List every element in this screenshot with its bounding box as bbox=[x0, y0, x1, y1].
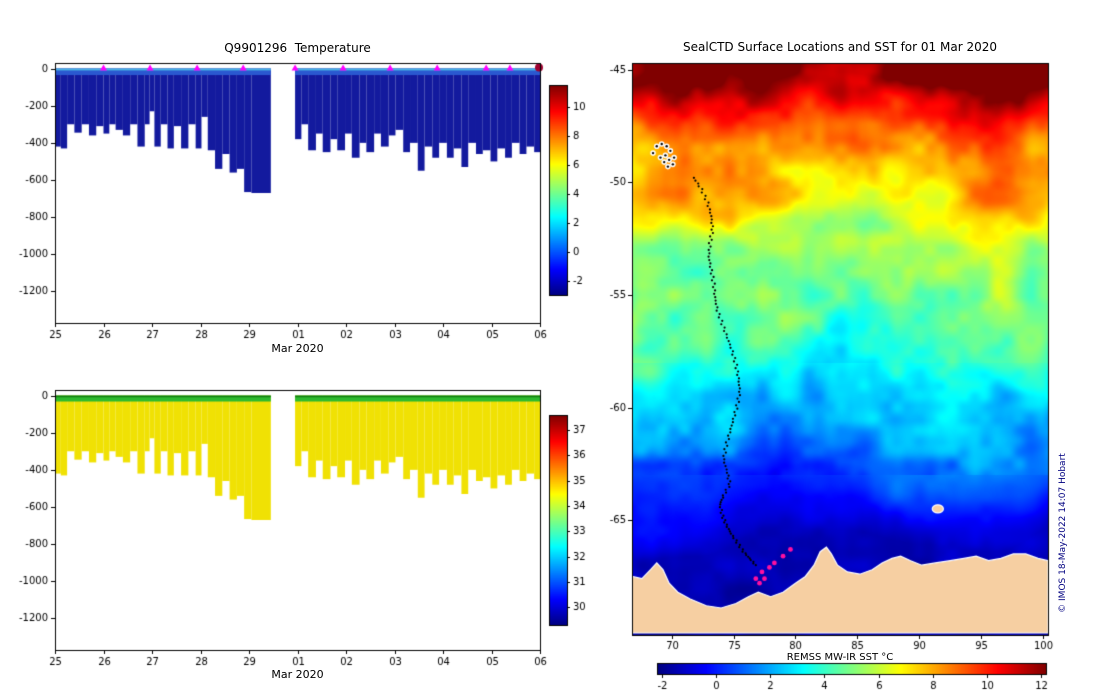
map-credit-text: © IMOS 18-May-2022 14:07 Hobart bbox=[1058, 453, 1068, 613]
map-colorbar-label: REMSS MW-IR SST °C bbox=[786, 652, 894, 663]
salinity-xaxis-label: Mar 2020 bbox=[271, 668, 324, 681]
temperature-plot-title: Q9901296 Temperature bbox=[224, 41, 371, 55]
temperature-profile-canvas bbox=[0, 56, 600, 346]
map-colorbar-canvas bbox=[595, 662, 1100, 698]
sst-map-canvas bbox=[595, 40, 1100, 655]
temperature-colorbar-canvas bbox=[545, 80, 600, 310]
salinity-colorbar-canvas bbox=[545, 410, 600, 640]
temperature-xaxis-label: Mar 2020 bbox=[271, 342, 324, 355]
salinity-profile-canvas bbox=[0, 383, 600, 673]
